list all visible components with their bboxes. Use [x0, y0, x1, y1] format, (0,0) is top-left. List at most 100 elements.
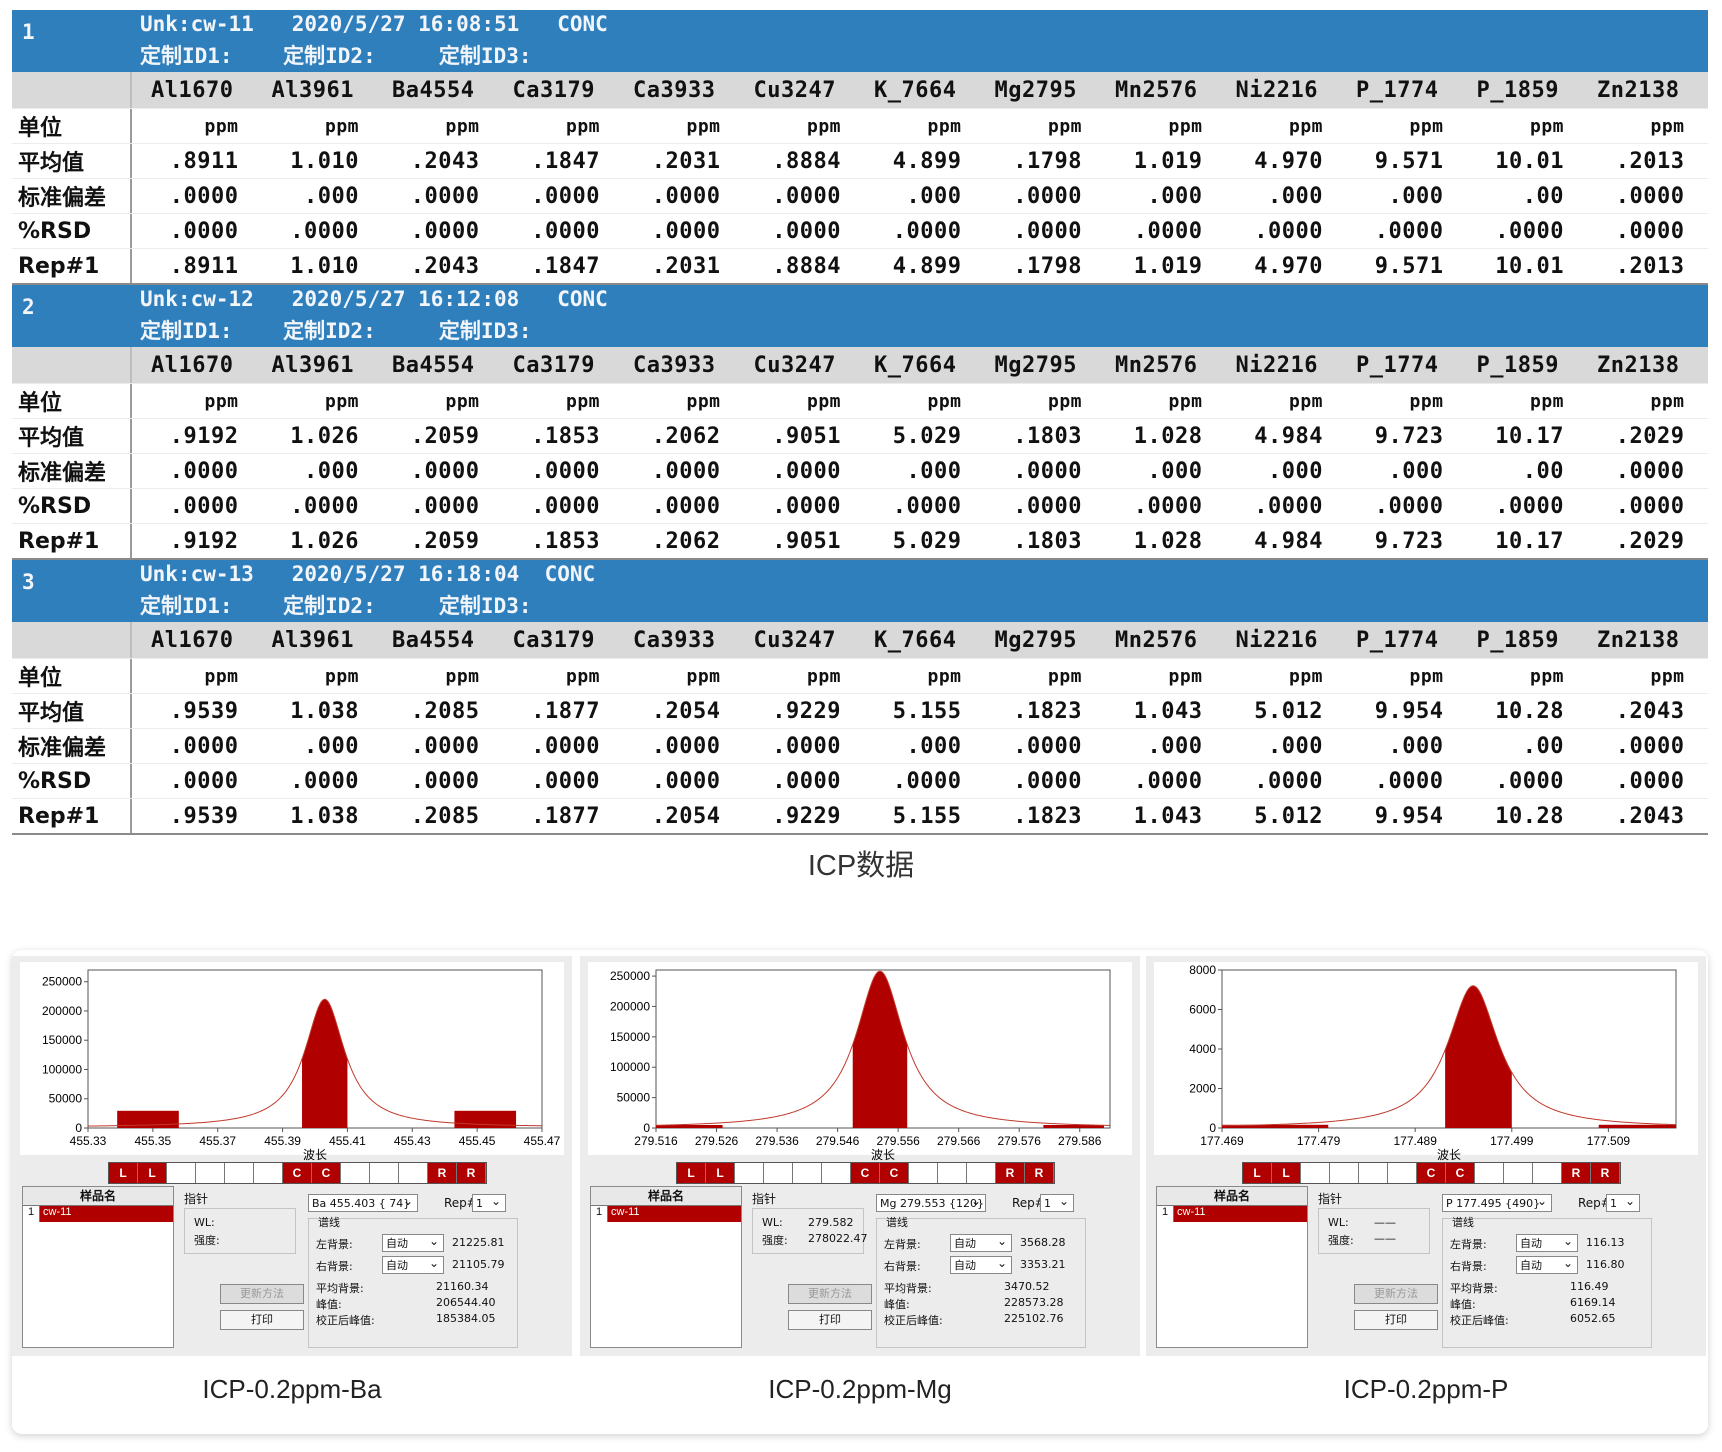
table-cell: ppm: [1168, 665, 1203, 687]
marker-c[interactable]: C: [851, 1163, 880, 1183]
update-method-button[interactable]: 更新方法: [1354, 1284, 1438, 1304]
marker-r[interactable]: R: [996, 1163, 1025, 1183]
marker-empty[interactable]: [822, 1163, 851, 1183]
sample-header[interactable]: 3 Unk:cw-13 2020/5/27 16:18:04 CONC 定制ID1:…: [12, 560, 1708, 622]
print-button[interactable]: 打印: [1354, 1310, 1438, 1330]
marker-empty[interactable]: [735, 1163, 764, 1183]
marker-l[interactable]: L: [1272, 1163, 1301, 1183]
rep-spinner[interactable]: 1: [1040, 1192, 1074, 1212]
spectral-group-title: 谱线: [1452, 1216, 1474, 1229]
intensity-label: 强度:: [762, 1234, 788, 1247]
marker-empty[interactable]: [1330, 1163, 1359, 1183]
marker-c[interactable]: C: [1446, 1163, 1475, 1183]
marker-empty[interactable]: [254, 1163, 283, 1183]
marker-empty[interactable]: [967, 1163, 996, 1183]
marker-empty[interactable]: [1301, 1163, 1330, 1183]
sample-header[interactable]: 1 Unk:cw-11 2020/5/27 16:08:51 CONC 定制ID1:…: [12, 10, 1708, 72]
marker-empty[interactable]: [764, 1163, 793, 1183]
marker-r[interactable]: R: [1591, 1163, 1620, 1183]
right-bg-mode-select[interactable]: 自动: [382, 1254, 444, 1274]
marker-c[interactable]: C: [1417, 1163, 1446, 1183]
x-tick-label: 177.489: [1393, 1134, 1437, 1148]
marker-l[interactable]: L: [138, 1163, 167, 1183]
right-bg-mode-select[interactable]: 自动: [1516, 1254, 1578, 1274]
pointer-label: 指针: [1318, 1192, 1343, 1206]
marker-empty[interactable]: [909, 1163, 938, 1183]
marker-c[interactable]: C: [880, 1163, 909, 1183]
marker-empty[interactable]: [793, 1163, 822, 1183]
marker-empty[interactable]: [938, 1163, 967, 1183]
table-cell: .0000: [1615, 733, 1685, 759]
marker-r[interactable]: R: [1025, 1163, 1054, 1183]
table-cell: .000: [304, 183, 359, 209]
table-cell: ppm: [686, 390, 721, 412]
marker-l[interactable]: L: [706, 1163, 735, 1183]
marker-empty[interactable]: [370, 1163, 399, 1183]
marker-empty[interactable]: [225, 1163, 254, 1183]
element-column-header: P_1859: [1476, 352, 1559, 378]
left-bg-mode-select[interactable]: 自动: [382, 1232, 444, 1252]
right-bg-mode-select[interactable]: 自动: [950, 1254, 1012, 1274]
marker-empty[interactable]: [1475, 1163, 1504, 1183]
spectrum-window: 0 2000 4000 6000 8000 177.469 177.479 177.489 17…: [1146, 956, 1706, 1356]
marker-r[interactable]: R: [428, 1163, 457, 1183]
sample-name[interactable]: cw-11: [608, 1206, 741, 1222]
corrected-peak-label: 校正后峰值:: [1450, 1314, 1509, 1327]
x-tick-label: 279.526: [695, 1134, 739, 1148]
data-row-mean: 平均值 .8911 1.010 .2043 .1847 .2031 .8884 4.899 .1…: [12, 144, 1708, 179]
marker-l[interactable]: L: [1243, 1163, 1272, 1183]
sample-name[interactable]: cw-11: [1174, 1206, 1307, 1222]
marker-r[interactable]: R: [1562, 1163, 1591, 1183]
update-method-button[interactable]: 更新方法: [220, 1284, 304, 1304]
sample-block: 2 Unk:cw-12 2020/5/27 16:12:08 CONC 定制ID1:…: [12, 285, 1708, 560]
table-cell: .000: [906, 733, 962, 759]
sample-name[interactable]: cw-11: [40, 1206, 173, 1222]
marker-empty[interactable]: [1388, 1163, 1417, 1183]
data-row-sd: 标准偏差 .0000 .000 .0000 .0000 .0000 .0000 .000 .00…: [12, 454, 1708, 489]
update-method-button[interactable]: 更新方法: [788, 1284, 872, 1304]
marker-l[interactable]: L: [109, 1163, 138, 1183]
marker-c[interactable]: C: [312, 1163, 341, 1183]
rep-label: Rep#: [1012, 1196, 1045, 1210]
sample-row[interactable]: 1 cw-11: [1157, 1206, 1307, 1222]
marker-empty[interactable]: [1504, 1163, 1533, 1183]
sample-list-header: 样品名: [23, 1187, 173, 1206]
rep-spinner[interactable]: 1: [1606, 1192, 1640, 1212]
table-cell: ppm: [806, 390, 841, 412]
marker-empty[interactable]: [341, 1163, 370, 1183]
marker-empty[interactable]: [167, 1163, 196, 1183]
sample-header[interactable]: 2 Unk:cw-12 2020/5/27 16:12:08 CONC 定制ID1:…: [12, 285, 1708, 347]
line-select[interactable]: Mg 279.553 {120}: [876, 1192, 986, 1212]
marker-l[interactable]: L: [677, 1163, 706, 1183]
table-cell: ppm: [1650, 390, 1685, 412]
print-button[interactable]: 打印: [788, 1310, 872, 1330]
table-cell: .2029: [1615, 528, 1685, 554]
x-tick-label: 279.556: [876, 1134, 920, 1148]
marker-empty[interactable]: [196, 1163, 225, 1183]
sample-row[interactable]: 1 cw-11: [591, 1206, 741, 1222]
table-cell: ppm: [445, 115, 480, 137]
rep-spinner[interactable]: 1: [472, 1192, 506, 1212]
table-cell: ppm: [806, 665, 841, 687]
sample-index: 1: [23, 1206, 40, 1222]
marker-empty[interactable]: [1359, 1163, 1388, 1183]
left-bg-mode-select[interactable]: 自动: [950, 1232, 1012, 1252]
print-button[interactable]: 打印: [220, 1310, 304, 1330]
line-select[interactable]: Ba 455.403 { 74}: [308, 1192, 418, 1212]
sample-row[interactable]: 1 cw-11: [23, 1206, 173, 1222]
element-column-header: Al3961: [271, 627, 354, 653]
x-tick-label: 455.47: [524, 1134, 561, 1148]
marker-empty[interactable]: [1533, 1163, 1562, 1183]
x-tick-label: 177.509: [1587, 1134, 1631, 1148]
marker-c[interactable]: C: [283, 1163, 312, 1183]
table-cell: .0000: [169, 733, 239, 759]
left-bg-mode-select[interactable]: 自动: [1516, 1232, 1578, 1252]
marker-empty[interactable]: [399, 1163, 428, 1183]
marker-r[interactable]: R: [457, 1163, 486, 1183]
table-cell: .9229: [772, 698, 841, 724]
line-select[interactable]: P 177.495 {490}: [1442, 1192, 1552, 1212]
table-cell: .0000: [410, 458, 480, 484]
